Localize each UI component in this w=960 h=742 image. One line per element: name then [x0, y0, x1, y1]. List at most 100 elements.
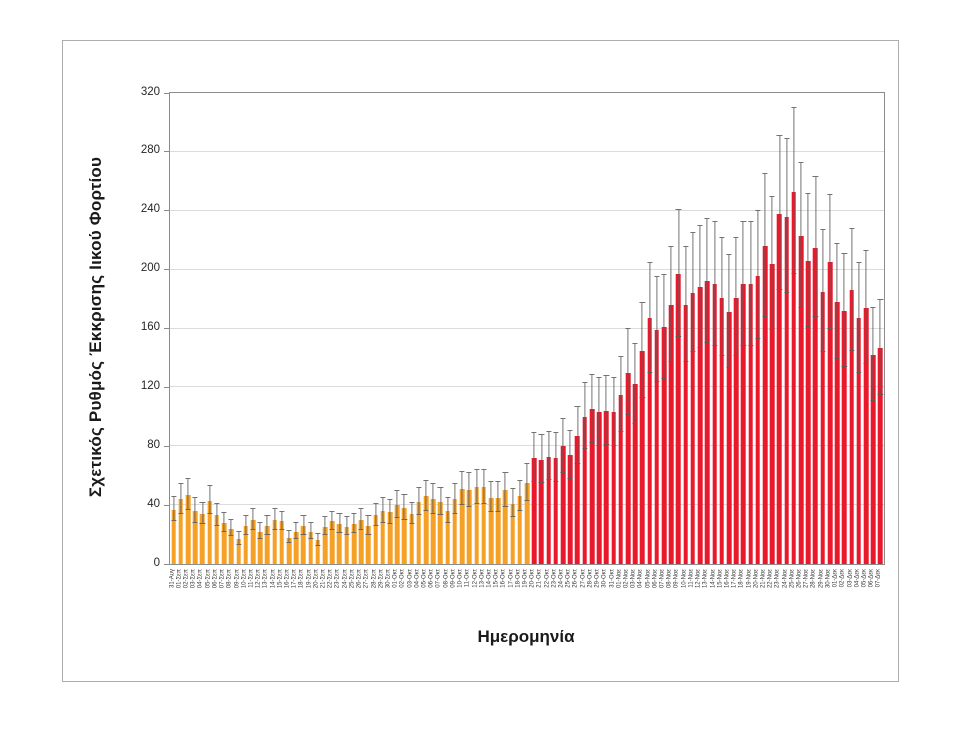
x-tick-label: 17-Οκτ — [508, 569, 515, 588]
bar — [459, 488, 465, 564]
error-bar — [214, 503, 220, 526]
error-bar — [697, 224, 703, 348]
x-tick-label: 11-Οκτ — [464, 569, 471, 588]
error-bar — [798, 161, 804, 308]
error-bar — [805, 192, 811, 328]
x-tick-label: 20-Σεπ — [313, 569, 320, 589]
bar — [676, 274, 681, 564]
x-tick-label: 04-Δεκ — [854, 569, 861, 588]
bar — [784, 216, 789, 564]
x-tick-label: 09-Σεπ — [234, 569, 240, 589]
y-tick-mark — [164, 92, 169, 94]
error-bar — [704, 217, 710, 344]
x-tick-label: 08-Σεπ — [226, 569, 233, 589]
bar — [416, 502, 422, 564]
bar — [668, 304, 674, 564]
bar — [539, 459, 544, 564]
bar — [322, 527, 328, 564]
bar — [272, 519, 277, 564]
error-bar — [185, 478, 191, 510]
bar — [575, 435, 580, 564]
error-bar — [192, 497, 198, 523]
error-bar — [784, 138, 790, 294]
bar — [798, 235, 804, 564]
error-bar — [675, 208, 682, 338]
error-bar — [401, 494, 407, 520]
error-bar — [574, 406, 581, 464]
error-bar — [647, 261, 653, 373]
error-bar — [380, 497, 386, 523]
bar — [207, 500, 212, 564]
bar — [697, 287, 703, 564]
error-bar — [812, 176, 819, 317]
bar — [755, 275, 761, 564]
x-tick-label: 13-Νοε — [702, 569, 709, 589]
x-tick-label: 16-Νοε — [724, 569, 731, 589]
x-tick-label: 19-Νοε — [746, 569, 753, 589]
bar — [503, 490, 508, 564]
x-tick-label: 30-Σεπ — [385, 569, 392, 589]
y-tick-label: 160 — [140, 320, 160, 333]
bar — [474, 487, 479, 564]
bar — [690, 293, 696, 564]
error-bar — [769, 195, 775, 330]
error-bar — [639, 301, 645, 398]
error-bar — [668, 245, 674, 363]
x-tick-label: 23-Σεπ — [334, 569, 341, 589]
x-tick-label: 28-Οκτ — [587, 569, 594, 588]
bar — [805, 260, 811, 564]
x-tick-label: 18-Νοε — [738, 569, 745, 589]
x-tick-label: 21-Οκτ — [536, 569, 543, 588]
x-tick-label: 10-Νοε — [681, 569, 688, 589]
error-bar — [502, 472, 508, 507]
error-bar — [538, 433, 545, 484]
error-bar — [827, 194, 833, 329]
bar — [394, 505, 400, 564]
bar — [481, 487, 487, 564]
bar — [423, 496, 429, 564]
x-tick-label: 23-Οκτ — [551, 569, 558, 588]
bar — [293, 531, 299, 564]
bar — [366, 525, 371, 564]
error-bar — [877, 298, 883, 395]
x-tick-label: 02-Δεκ — [839, 569, 846, 588]
error-bar — [459, 470, 465, 506]
error-bar — [589, 373, 595, 444]
error-bar — [271, 507, 278, 531]
x-tick-label: 13-Σεπ — [262, 569, 269, 589]
y-tick-labels: 0 40 80 120 160 200 240 280 320 — [98, 86, 160, 568]
plot-area — [164, 92, 885, 565]
x-tick-label: 08-Οκτ — [443, 569, 450, 588]
bar — [221, 522, 227, 564]
x-tick-label: 14-Σεπ — [270, 569, 277, 589]
bar — [286, 537, 292, 564]
bar — [409, 513, 414, 564]
y-tick-mark — [164, 328, 169, 329]
bar — [301, 525, 306, 564]
error-bar — [632, 342, 638, 425]
error-bar — [351, 513, 357, 534]
x-tick-label: 24-Οκτ — [558, 569, 565, 588]
bar — [820, 291, 825, 564]
gridline — [170, 327, 884, 329]
bar — [705, 281, 710, 564]
error-bar — [430, 482, 436, 514]
bar — [279, 521, 285, 564]
y-tick-mark — [164, 386, 169, 388]
error-bar — [199, 501, 206, 525]
bar — [524, 483, 530, 564]
bar — [582, 416, 587, 564]
x-tick-label: 05-Νοε — [645, 569, 652, 589]
error-bar — [596, 376, 602, 447]
x-tick-label: 29-Νοε — [818, 569, 825, 589]
x-tick-label: 01-Νοε — [616, 569, 623, 589]
bar — [647, 318, 652, 564]
bar — [495, 497, 501, 564]
error-bar — [654, 276, 660, 382]
bar — [531, 458, 537, 564]
y-tick-mark — [164, 504, 169, 506]
x-tick-label: 07-Οκτ — [435, 569, 442, 588]
error-bars-layer — [170, 93, 884, 564]
error-bar — [286, 529, 292, 544]
x-tick-label: 04-Οκτ — [414, 569, 421, 588]
